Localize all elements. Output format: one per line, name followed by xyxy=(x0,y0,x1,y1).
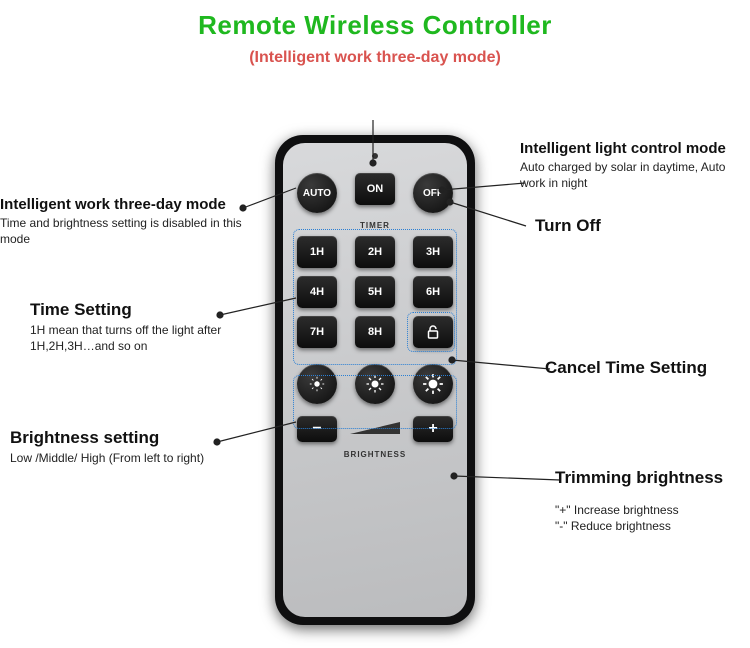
remote-face: AUTO ON OFF TIMER 1H 2H 3H 4H 5H 6H 7H 8… xyxy=(283,143,467,617)
callout-brightness-setting: Brightness setting Low /Middle/ High (Fr… xyxy=(10,428,220,466)
timer-8h-button[interactable]: 8H xyxy=(355,316,395,348)
auto-button[interactable]: AUTO xyxy=(297,173,337,213)
off-button[interactable]: OFF xyxy=(413,173,453,213)
subtitle: (Intelligent work three-day mode) xyxy=(0,49,750,67)
callout-desc: Low /Middle/ High (From left to right) xyxy=(10,450,220,466)
timer-7h-button[interactable]: 7H xyxy=(297,316,337,348)
callout-heading: Intelligent work three-day mode xyxy=(0,196,260,213)
callout-desc: "+" Increase brightness xyxy=(555,502,745,518)
ir-window xyxy=(372,153,378,159)
callout-light-control: Intelligent light control mode Auto char… xyxy=(520,140,745,191)
callout-auto-mode: Intelligent work three-day mode Time and… xyxy=(0,196,260,247)
callout-heading: Intelligent light control mode xyxy=(520,140,745,157)
remote-body: AUTO ON OFF TIMER 1H 2H 3H 4H 5H 6H 7H 8… xyxy=(275,135,475,625)
callout-heading: Cancel Time Setting xyxy=(545,358,707,378)
cancel-outline xyxy=(407,312,455,352)
callout-heading: Time Setting xyxy=(30,300,240,320)
callout-turn-off: Turn Off xyxy=(535,216,601,238)
on-button[interactable]: ON xyxy=(355,173,395,205)
callout-trimming: Trimming brightness "+" Increase brightn… xyxy=(555,468,745,534)
callout-desc: "-" Reduce brightness xyxy=(555,518,745,534)
callout-time-setting: Time Setting 1H mean that turns off the … xyxy=(30,300,240,354)
callout-desc: Auto charged by solar in daytime, Auto w… xyxy=(520,159,745,191)
callout-heading: Turn Off xyxy=(535,216,601,236)
main-title: Remote Wireless Controller xyxy=(0,10,750,41)
callout-heading: Brightness setting xyxy=(10,428,220,448)
callout-desc: 1H mean that turns off the light after 1… xyxy=(30,322,240,354)
callout-cancel-time: Cancel Time Setting xyxy=(545,358,707,380)
brightness-label: BRIGHTNESS xyxy=(283,450,467,459)
callout-desc: Time and brightness setting is disabled … xyxy=(0,215,260,247)
callout-heading: Trimming brightness xyxy=(555,468,745,488)
brightness-outline xyxy=(293,375,457,429)
